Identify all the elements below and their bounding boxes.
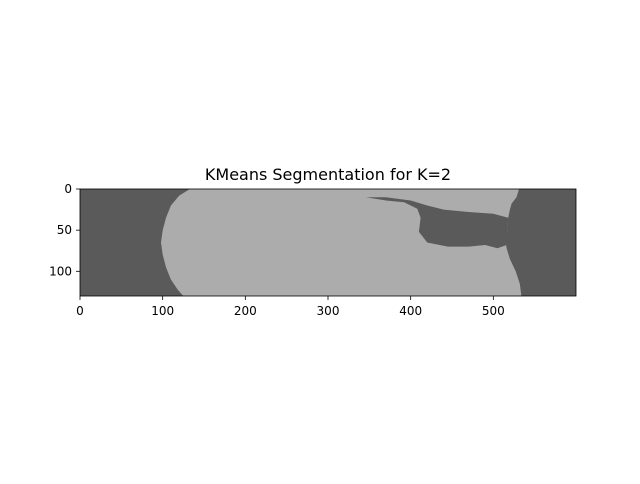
plot-area — [79, 188, 577, 297]
x-tick-label: 500 — [482, 304, 505, 318]
y-axis: 0 50 100 — [49, 182, 80, 278]
x-tick-label: 200 — [234, 304, 257, 318]
x-axis: 0 100 200 300 400 500 — [76, 296, 505, 318]
x-tick-label: 400 — [399, 304, 422, 318]
chart-title: KMeans Segmentation for K=2 — [205, 165, 451, 184]
x-tick-label: 0 — [76, 304, 84, 318]
cluster-0-lobe — [366, 197, 509, 249]
y-tick-label: 100 — [49, 264, 72, 278]
y-tick-label: 50 — [57, 223, 72, 237]
x-tick-label: 100 — [151, 304, 174, 318]
x-tick-label: 300 — [317, 304, 340, 318]
y-tick-label: 0 — [64, 182, 72, 196]
